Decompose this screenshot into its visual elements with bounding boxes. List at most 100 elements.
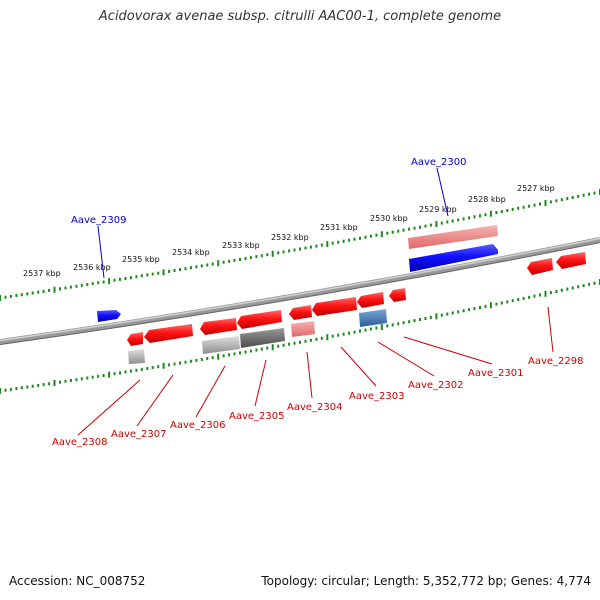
gene-aave-2308-box[interactable] — [128, 349, 145, 364]
gene-label-aave-2302[interactable]: Aave_2302 — [408, 380, 464, 391]
gene-label-aave-2303[interactable]: Aave_2303 — [349, 391, 405, 402]
gene-label-aave-2307[interactable]: Aave_2307 — [111, 429, 167, 440]
lower-ruler-minor-tick — [304, 339, 307, 343]
lower-ruler-major-tick — [271, 344, 274, 351]
lower-ruler-minor-tick — [500, 301, 503, 305]
gene-aave-2309-arrow[interactable] — [97, 310, 121, 322]
lower-ruler-minor-tick — [31, 384, 34, 388]
gene-aave-2304-box[interactable] — [291, 321, 315, 337]
lower-ruler-major-tick — [326, 334, 329, 341]
lower-ruler-minor-tick — [549, 291, 552, 295]
gene-aave-2303-arrow[interactable] — [312, 297, 357, 316]
upper-ruler-minor-tick — [337, 240, 340, 244]
lower-ruler-minor-tick — [97, 374, 100, 378]
lower-ruler-minor-tick — [119, 371, 121, 375]
lower-ruler-minor-tick — [102, 374, 105, 377]
genome-title: Acidovorax avenae subsp. citrulli AAC00-… — [98, 9, 502, 24]
gene-aave-2298-arrow-b[interactable] — [556, 252, 586, 269]
gene-label-aave-2306[interactable]: Aave_2306 — [170, 420, 226, 431]
leader-aave-2305 — [254, 359, 267, 407]
upper-ruler-minor-tick — [277, 251, 280, 255]
gene-aave-2304-arrow[interactable] — [289, 305, 312, 320]
upper-ruler-minor-tick — [402, 228, 405, 232]
upper-ruler-minor-tick — [473, 215, 476, 219]
gene-aave-2306-arrow[interactable] — [200, 318, 237, 335]
gene-aave-2298-arrow-a[interactable] — [527, 258, 553, 275]
upper-ruler-minor-tick — [168, 269, 171, 273]
lower-ruler-minor-tick — [249, 349, 252, 353]
gene-aave-2305-arrow[interactable] — [237, 310, 282, 329]
upper-ruler-major-tick — [489, 210, 492, 217]
lower-ruler-minor-tick — [369, 327, 372, 331]
gene-leader-lines — [77, 167, 554, 436]
gene-aave-2302-arrow[interactable] — [357, 292, 384, 308]
lower-ruler-major-tick — [0, 388, 1, 394]
lower-ruler-major-tick — [53, 380, 56, 386]
upper-ruler-minor-tick — [320, 243, 323, 247]
upper-ruler-minor-tick — [375, 233, 378, 237]
upper-ruler-minor-tick — [249, 256, 252, 260]
upper-ruler-minor-tick — [440, 221, 443, 225]
upper-ruler-major-tick — [544, 200, 547, 206]
leader-aave-2302 — [377, 341, 435, 377]
gene-aave-2308-arrow[interactable] — [127, 332, 143, 346]
gene-glyphs — [97, 225, 586, 364]
upper-ruler-minor-tick — [315, 244, 318, 248]
upper-ruler-minor-tick — [260, 254, 263, 258]
lower-ruler-minor-tick — [451, 311, 454, 315]
gene-label-aave-2308[interactable]: Aave_2308 — [52, 437, 108, 448]
leader-aave-2306 — [195, 365, 226, 418]
upper-ruler-minor-tick — [9, 294, 12, 298]
upper-ruler-minor-tick — [451, 219, 454, 223]
upper-ruler-minor-tick — [244, 257, 247, 260]
upper-ruler-minor-tick — [566, 197, 569, 201]
upper-ruler-minor-tick — [179, 268, 181, 272]
upper-ruler-minor-tick — [462, 217, 465, 221]
upper-ruler-minor-tick — [26, 292, 29, 296]
gene-label-aave-2305[interactable]: Aave_2305 — [229, 411, 285, 422]
lower-ruler-minor-tick — [577, 285, 580, 289]
gene-label-aave-2304[interactable]: Aave_2304 — [287, 402, 343, 413]
lower-ruler-minor-tick — [239, 351, 241, 355]
gene-aave-2307-arrow[interactable] — [144, 324, 193, 343]
upper-ruler-minor-tick — [222, 260, 225, 264]
accession-text: Accession: NC_008752 — [9, 574, 146, 588]
lower-ruler-minor-tick — [69, 379, 72, 382]
upper-ruler-minor-tick — [97, 281, 100, 285]
gene-aave-2300-arrow[interactable] — [409, 244, 498, 272]
lower-ruler-minor-tick — [282, 343, 285, 347]
upper-ruler-minor-tick — [195, 265, 198, 269]
gene-aave-2306-box[interactable] — [202, 336, 240, 354]
upper-ruler-minor-tick — [549, 200, 552, 204]
lower-ruler-minor-tick — [211, 356, 214, 360]
gene-aave-2300-box[interactable] — [408, 225, 498, 249]
upper-ruler-minor-tick — [386, 231, 389, 235]
gene-aave-2301-arrow[interactable] — [389, 288, 406, 302]
upper-ruler-minor-tick — [342, 239, 345, 243]
upper-ruler-minor-tick — [359, 236, 361, 240]
gene-label-aave-2298[interactable]: Aave_2298 — [528, 356, 584, 367]
kbp-label: 2527 kbp — [517, 184, 555, 193]
lower-ruler-minor-tick — [15, 387, 18, 391]
lower-ruler-minor-tick — [359, 329, 361, 333]
kbp-label: 2529 kbp — [419, 205, 457, 214]
upper-ruler-minor-tick — [299, 247, 301, 251]
lower-ruler-minor-tick — [260, 347, 263, 351]
leader-aave-2309 — [97, 225, 105, 279]
upper-ruler-minor-tick — [293, 248, 296, 252]
gene-label-aave-2309[interactable]: Aave_2309 — [71, 215, 127, 226]
upper-ruler-major-tick — [162, 269, 165, 276]
upper-ruler-minor-tick — [495, 211, 498, 215]
gene-aave-2302-box[interactable] — [359, 309, 387, 327]
upper-ruler-minor-tick — [500, 210, 503, 213]
gene-label-aave-2300[interactable]: Aave_2300 — [411, 157, 467, 168]
upper-ruler-major-tick — [380, 231, 383, 238]
upper-ruler-minor-tick — [206, 263, 209, 267]
gene-aave-2305-box[interactable] — [240, 328, 285, 348]
gene-label-aave-2301[interactable]: Aave_2301 — [468, 368, 524, 379]
lower-ruler-minor-tick — [48, 382, 51, 386]
lower-ruler-major-tick — [489, 302, 492, 309]
leader-aave-2307 — [136, 374, 174, 427]
lower-ruler-minor-tick — [64, 379, 67, 383]
kbp-label: 2531 kbp — [320, 223, 358, 232]
